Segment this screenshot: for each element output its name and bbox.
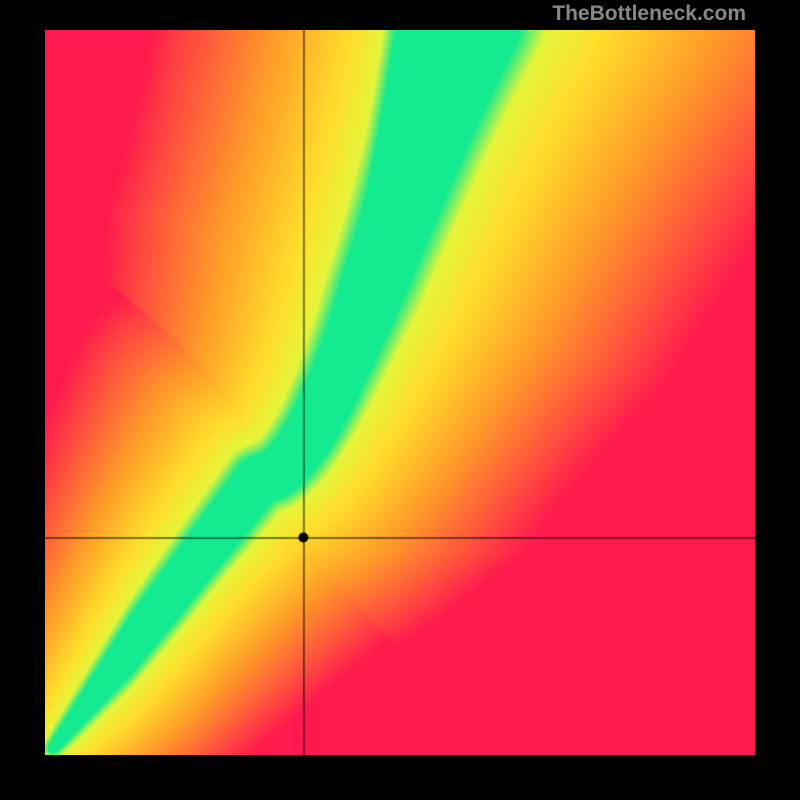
- watermark-text: TheBottleneck.com: [552, 2, 746, 26]
- plot-area: [45, 30, 755, 755]
- heatmap-canvas: [45, 30, 755, 755]
- chart-frame: TheBottleneck.com: [0, 0, 800, 800]
